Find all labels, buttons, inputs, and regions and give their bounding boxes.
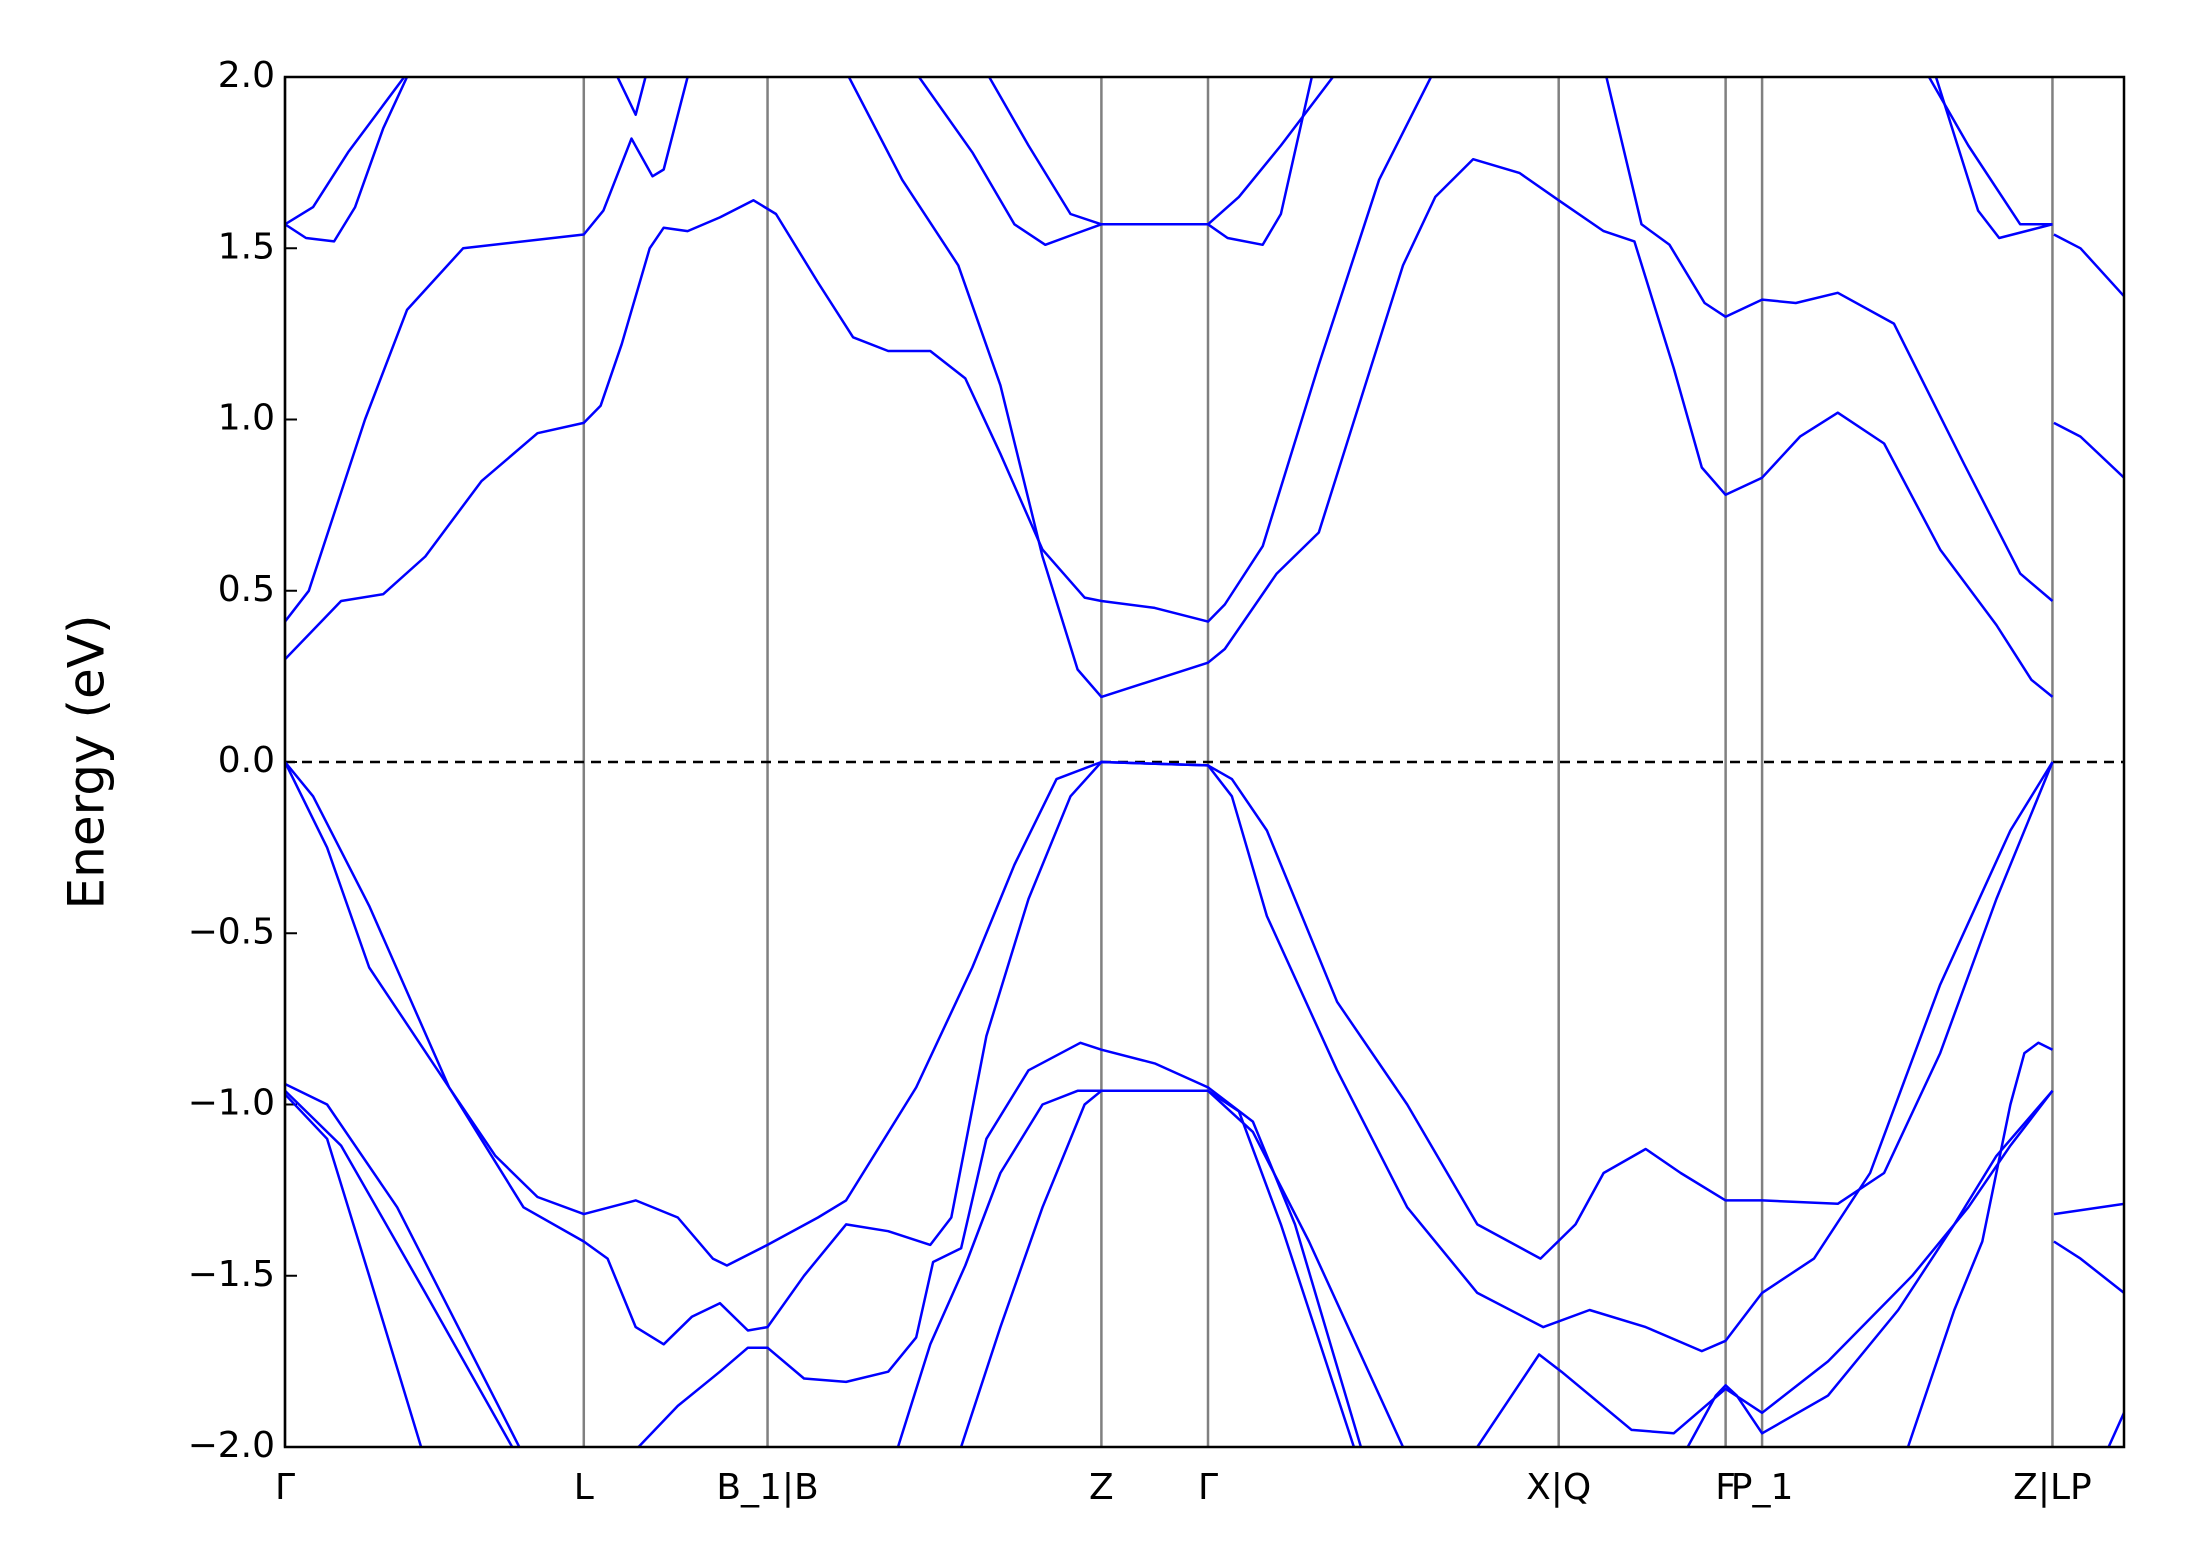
- band: [2053, 1202, 2124, 1216]
- band: [1605, 77, 2054, 602]
- band: [2053, 1240, 2124, 1294]
- band: [1476, 1090, 2054, 1447]
- band: [2107, 1412, 2124, 1447]
- band: [285, 77, 406, 226]
- band: [637, 1041, 1363, 1447]
- band: [616, 77, 647, 116]
- x-tick-label: F: [1715, 1467, 1736, 1508]
- y-tick-label: −1.5: [188, 1254, 275, 1295]
- x-tick-label: Z: [1089, 1467, 1114, 1508]
- y-axis-label: Energy (eV): [58, 615, 116, 910]
- y-tick-label: 2.0: [218, 55, 275, 96]
- y-tick-label: 1.5: [218, 226, 275, 267]
- band: [285, 1089, 514, 1447]
- band: [285, 1093, 423, 1447]
- plot-frame: [283, 75, 2126, 1449]
- y-tick-label: −1.0: [188, 1083, 275, 1124]
- x-tick-label: Γ: [1198, 1467, 1218, 1508]
- y-tick-label: −0.5: [188, 911, 275, 952]
- band: [896, 1089, 1405, 1447]
- band: [1927, 77, 2053, 226]
- band: [1686, 1089, 2054, 1447]
- band: [285, 760, 2054, 1353]
- x-tick-label: L: [574, 1467, 594, 1508]
- x-tick-label: Z|LP: [2013, 1467, 2092, 1508]
- band: [2053, 421, 2124, 479]
- x-tick-label: Γ: [275, 1467, 295, 1508]
- band: [1934, 77, 2053, 240]
- x-tick-label: B_1|B: [716, 1467, 818, 1508]
- x-tick-label: P_1: [1731, 1467, 1794, 1508]
- y-tick-label: −2.0: [188, 1425, 275, 1466]
- band: [285, 760, 2054, 1267]
- band: [285, 77, 689, 623]
- y-tick-label: 1.0: [218, 398, 275, 439]
- bands: [285, 77, 2124, 1447]
- y-tick-label: 0.0: [218, 740, 275, 781]
- band: [1906, 1041, 2054, 1447]
- band: [285, 1082, 521, 1447]
- band: [959, 1089, 1356, 1447]
- band: [285, 77, 409, 243]
- band: [285, 77, 1433, 661]
- y-tick-label: 0.5: [218, 569, 275, 610]
- band: [917, 77, 1314, 247]
- band: [847, 77, 2054, 699]
- band: [988, 77, 1334, 226]
- x-tick-label: X|Q: [1526, 1467, 1591, 1508]
- band: [2053, 233, 2124, 298]
